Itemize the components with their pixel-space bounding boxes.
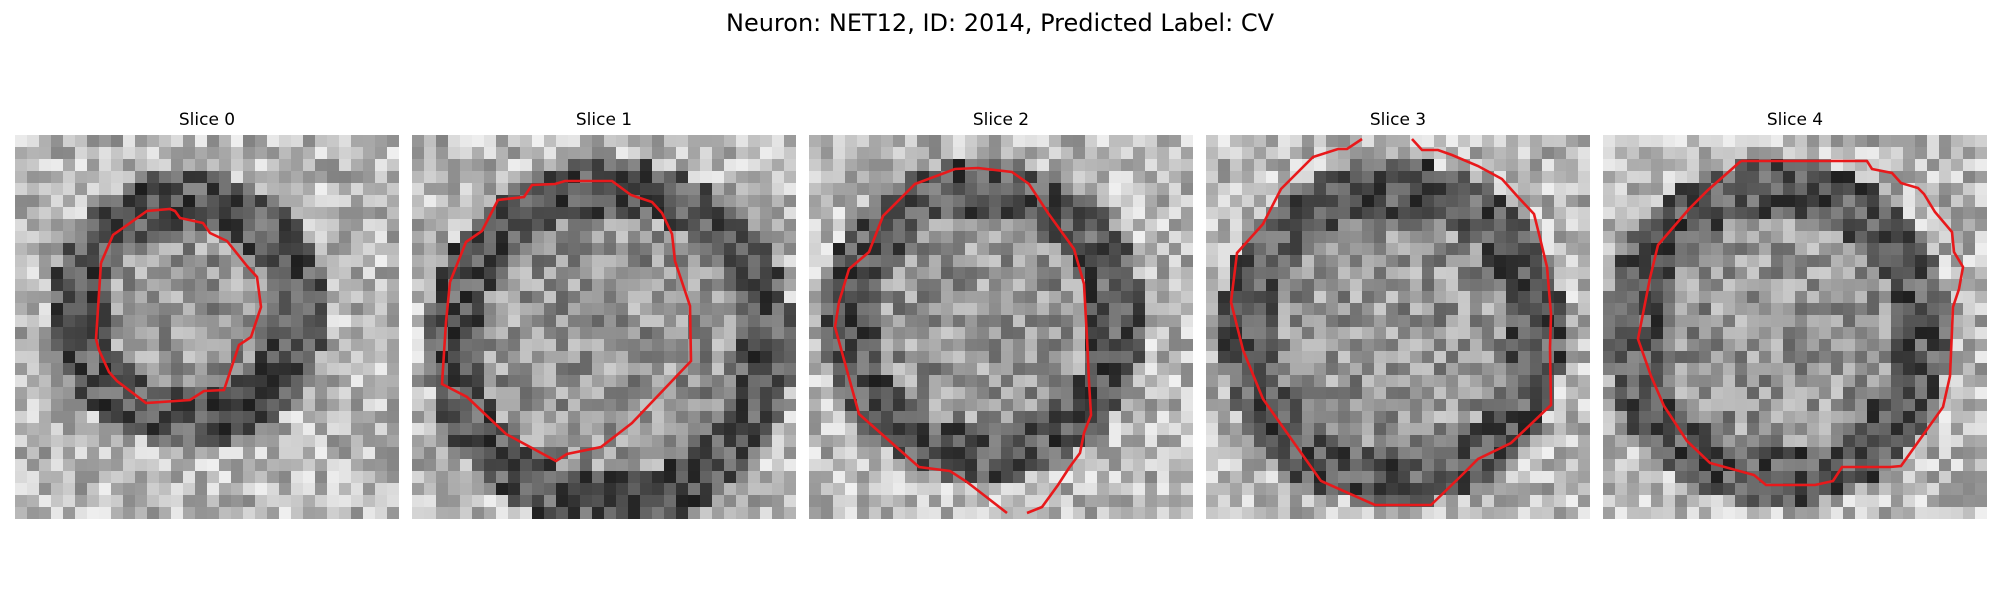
slice-panel-2: Slice 2 — [809, 108, 1193, 519]
slice-panel-1: Slice 1 — [412, 108, 796, 519]
slice-title: Slice 4 — [1766, 110, 1824, 130]
slice-image-2 — [809, 135, 1193, 519]
roi-contour — [94, 207, 263, 405]
roi-contour — [1636, 159, 1965, 487]
roi-contour — [440, 179, 693, 463]
slice-title: Slice 2 — [972, 110, 1030, 130]
roi-contour — [833, 166, 1093, 515]
slice-panel-3: Slice 3 — [1206, 108, 1590, 519]
slice-title: Slice 1 — [575, 110, 633, 130]
slice-image-1 — [412, 135, 796, 519]
slice-image-0 — [15, 135, 399, 519]
slice-image-3 — [1206, 135, 1590, 519]
roi-contour — [1229, 137, 1553, 507]
slice-panel-0: Slice 0 — [15, 108, 399, 519]
slice-panel-4: Slice 4 — [1603, 108, 1987, 519]
slice-image-4 — [1603, 135, 1987, 519]
slice-title: Slice 0 — [178, 110, 236, 130]
figure-title: Neuron: NET12, ID: 2014, Predicted Label… — [726, 9, 1274, 37]
slice-title: Slice 3 — [1369, 110, 1427, 130]
